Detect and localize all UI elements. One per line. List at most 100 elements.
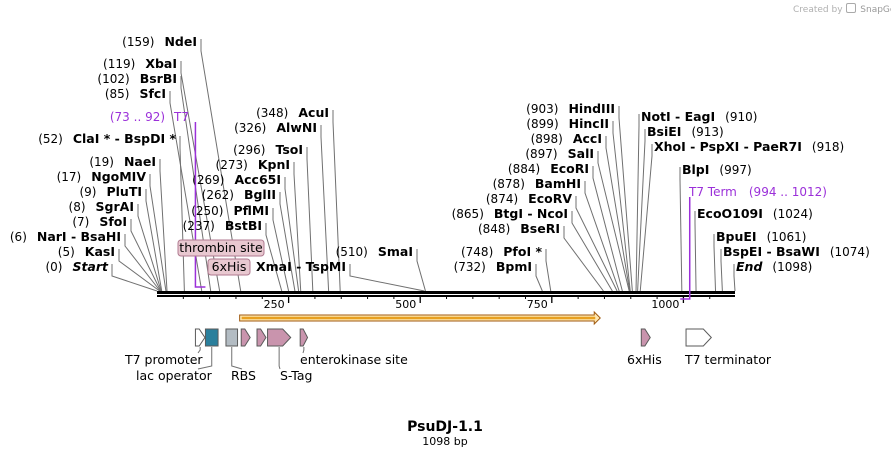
feature-t7-promoter	[194, 328, 206, 347]
backbone-strand-bottom	[157, 295, 735, 297]
feature-6xhis	[240, 328, 251, 347]
feature-s-tag	[267, 328, 292, 347]
enzyme-name: BpmI	[496, 259, 532, 274]
enzyme-leader	[149, 174, 167, 292]
enzyme-position: (348)	[256, 106, 288, 120]
enzyme-label: (748) PfoI *	[461, 244, 542, 259]
enzyme-position: (17)	[57, 170, 82, 184]
enzyme-leader	[130, 219, 162, 292]
feature-label-rbs: RBS	[231, 368, 256, 383]
feature-leader	[302, 347, 305, 354]
enzyme-leader	[159, 159, 168, 292]
credit-prefix: Created by	[793, 5, 843, 15]
enzyme-leader	[679, 167, 683, 292]
enzyme-leader	[293, 162, 302, 292]
enzyme-leader	[535, 264, 543, 292]
enzyme-label: (903) HindIII	[526, 101, 615, 116]
enzyme-leader	[597, 151, 630, 292]
enzyme-label: (7) SfoI	[72, 214, 127, 229]
enzyme-label: BspEI - BsaWI (1074)	[723, 244, 870, 259]
enzyme-label: BlpI (997)	[682, 162, 752, 177]
plasmid-title: PsuDJ-1.1	[407, 419, 483, 435]
enzyme-name: AlwNI	[276, 120, 317, 135]
enzyme-position: (0)	[45, 260, 62, 274]
enzyme-name: NaeI	[124, 154, 156, 169]
enzyme-leader	[571, 211, 613, 292]
feature-leader	[197, 347, 213, 370]
enzyme-label: (884) EcoRI	[508, 161, 589, 176]
enzyme-leader	[563, 226, 604, 292]
enzyme-leader-lines	[111, 39, 736, 292]
enzyme-label: (85) SfcI	[105, 86, 166, 101]
enzyme-leader	[349, 264, 425, 292]
enzyme-name: BsiEI	[647, 124, 681, 139]
enzyme-name: SfcI	[139, 86, 166, 101]
enzyme-name: SalI	[568, 146, 594, 161]
enzyme-label: (262) BglII	[202, 187, 276, 202]
enzyme-leader	[180, 61, 221, 292]
enzyme-name: KpnI	[258, 157, 290, 172]
feature-t7-terminator	[685, 328, 712, 347]
primer-t7term-label: T7 Term (994 .. 1012)	[688, 185, 827, 199]
enzyme-leader	[137, 204, 162, 292]
enzyme-name: XmaI - TspMI	[256, 259, 346, 274]
enzyme-position: (1061)	[767, 230, 807, 244]
enzyme-label: (6) NarI - BsaHI	[10, 229, 121, 244]
enzyme-leader	[145, 189, 163, 292]
enzyme-leader	[200, 39, 242, 292]
enzyme-name: NdeI	[164, 34, 197, 49]
enzyme-name: HincII	[569, 116, 609, 131]
enzyme-name: XbaI	[145, 56, 177, 71]
enzyme-position: (85)	[105, 87, 130, 101]
tick-label: 750	[527, 298, 548, 311]
thrombin-site-label: thrombin site	[177, 239, 265, 257]
enzyme-label: (296) TsoI	[233, 142, 303, 157]
enzyme-label: (102) BsrBI	[97, 71, 177, 86]
enzyme-name: NotI - EagI	[641, 109, 715, 124]
enzyme-name: EcoRV	[528, 191, 572, 206]
enzyme-leader	[272, 208, 290, 292]
enzyme-position: (1074)	[830, 245, 870, 259]
enzyme-position: (237)	[183, 219, 215, 233]
enzyme-leader	[694, 211, 697, 292]
enzyme-leader	[124, 234, 161, 292]
enzyme-label: (250) PflMI	[191, 203, 269, 218]
enzyme-leader	[639, 144, 653, 292]
feature-leader	[231, 347, 243, 370]
enzyme-name: BspEI - BsaWI	[723, 244, 820, 259]
tick-label: 250	[264, 298, 285, 311]
enzyme-label: (878) BamHI	[493, 176, 581, 191]
enzyme-leader	[111, 264, 158, 292]
enzyme-name: PflMI	[233, 203, 269, 218]
enzyme-name: Acc65I	[234, 172, 281, 187]
enzyme-name: BpuEI	[716, 229, 757, 244]
enzyme-position: (918)	[812, 140, 844, 154]
enzyme-position: (5)	[58, 245, 75, 259]
feature-enterokinase-site	[299, 328, 309, 347]
primer-t7-range: (73 .. 92)	[110, 110, 165, 124]
enzyme-label: (5) KasI	[58, 244, 115, 259]
feature-label-enterokinase-site: enterokinase site	[300, 352, 408, 367]
enzyme-name: AcuI	[298, 105, 329, 120]
primer-t7term-range: (994 .. 1012)	[749, 185, 827, 199]
enzyme-position: (913)	[691, 125, 723, 139]
feature-label-t7-terminator: T7 terminator	[684, 352, 772, 367]
snapgene-credit: Created by SnapGene	[793, 3, 891, 15]
enzyme-label: (237) BstBI	[183, 218, 262, 233]
enzyme-position: (897)	[525, 147, 557, 161]
enzyme-name: NgoMIV	[91, 169, 146, 184]
plasmid-length: 1098 bp	[422, 435, 467, 448]
enzyme-position: (269)	[192, 173, 224, 187]
primers: (73 .. 92) T7 T7 Term (994 .. 1012)	[110, 110, 827, 300]
enzyme-label: (899) HincII	[526, 116, 609, 131]
enzyme-position: (510)	[336, 245, 368, 259]
enzyme-label: NotI - EagI (910)	[641, 109, 757, 124]
enzyme-labels: (159) NdeI (119) XbaI (102) BsrBI (85) SfcI (52)…	[10, 34, 870, 274]
enzyme-leader	[720, 249, 723, 292]
feature-label-lac-operator: lac operator	[136, 368, 213, 383]
enzyme-name: BtgI - NcoI	[494, 206, 568, 221]
enzyme-position: (898)	[531, 132, 563, 146]
enzyme-label: (0) Start	[45, 259, 109, 274]
top-feature-labels: thrombin site 6xHis	[177, 239, 265, 276]
